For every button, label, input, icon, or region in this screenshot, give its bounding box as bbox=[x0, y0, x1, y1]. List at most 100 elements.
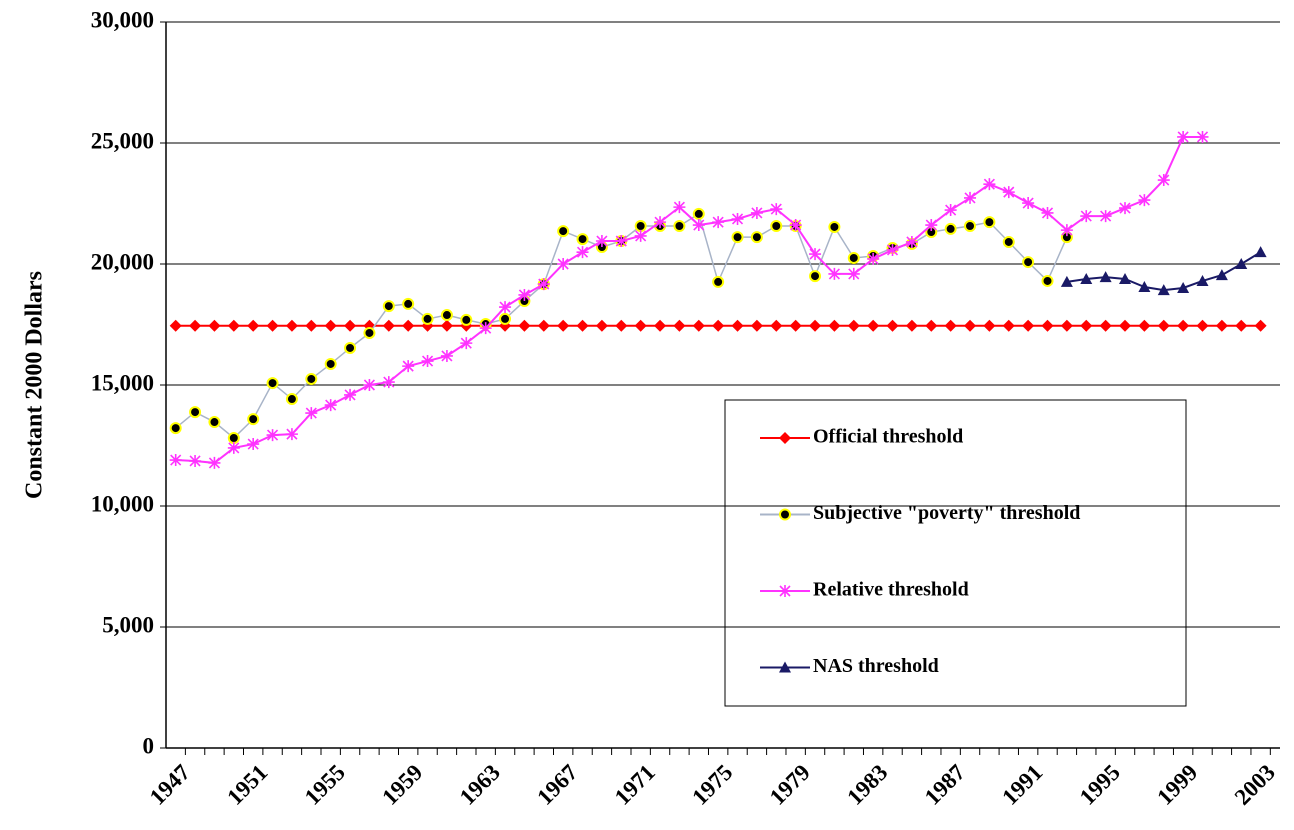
circle-marker bbox=[944, 222, 957, 235]
star-marker bbox=[537, 278, 550, 291]
legend-box bbox=[724, 399, 1187, 707]
diamond-marker bbox=[537, 319, 550, 332]
diamond-marker bbox=[654, 319, 667, 332]
circle-marker bbox=[809, 270, 822, 283]
diamond-marker bbox=[1196, 319, 1209, 332]
y-tick-label: 30,000 bbox=[91, 7, 154, 32]
diamond-marker bbox=[1235, 319, 1248, 332]
y-tick-label: 25,000 bbox=[91, 128, 154, 153]
y-tick-label: 15,000 bbox=[91, 370, 154, 395]
x-tick-label: 1959 bbox=[377, 760, 427, 810]
circle-marker bbox=[1022, 256, 1035, 269]
star-marker bbox=[266, 429, 279, 442]
diamond-marker bbox=[518, 319, 531, 332]
diamond-marker bbox=[595, 319, 608, 332]
star-marker bbox=[779, 585, 791, 597]
star-marker bbox=[654, 216, 667, 229]
star-marker bbox=[944, 204, 957, 217]
star-marker bbox=[1196, 130, 1209, 143]
diamond-marker bbox=[905, 319, 918, 332]
diamond-marker bbox=[189, 319, 202, 332]
diamond-marker bbox=[382, 319, 395, 332]
circle-marker bbox=[440, 309, 453, 322]
star-marker bbox=[576, 246, 589, 259]
diamond-marker bbox=[779, 432, 791, 444]
diamond-marker bbox=[169, 319, 182, 332]
x-tick-label: 1999 bbox=[1152, 760, 1202, 810]
y-tick-label: 0 bbox=[143, 733, 155, 758]
star-marker bbox=[363, 379, 376, 391]
star-marker bbox=[1119, 202, 1132, 215]
circle-marker bbox=[634, 220, 647, 233]
triangle-marker bbox=[1060, 275, 1073, 287]
triangle-marker bbox=[1099, 271, 1112, 283]
diamond-marker bbox=[886, 319, 899, 332]
triangle-marker bbox=[1138, 280, 1151, 292]
circle-marker bbox=[964, 220, 977, 233]
circle-marker bbox=[344, 341, 357, 354]
diamond-marker bbox=[440, 319, 453, 332]
star-marker bbox=[499, 301, 512, 314]
circle-marker bbox=[421, 312, 434, 325]
diamond-marker bbox=[247, 319, 260, 332]
diamond-marker bbox=[809, 319, 822, 332]
star-marker bbox=[227, 441, 240, 454]
star-marker bbox=[1022, 197, 1035, 210]
circle-marker bbox=[189, 406, 202, 419]
legend-label: NAS threshold bbox=[813, 655, 939, 677]
diamond-marker bbox=[828, 319, 841, 332]
star-marker bbox=[479, 322, 492, 335]
triangle-marker bbox=[1157, 284, 1170, 296]
star-marker bbox=[382, 376, 395, 389]
diamond-marker bbox=[1215, 319, 1228, 332]
diamond-marker bbox=[731, 319, 744, 332]
star-marker bbox=[615, 235, 628, 248]
legend-label: Relative threshold bbox=[813, 579, 969, 601]
star-marker bbox=[692, 219, 705, 232]
star-marker bbox=[557, 258, 570, 270]
circle-marker bbox=[731, 231, 744, 244]
circle-marker bbox=[557, 225, 570, 238]
y-tick-label: 5,000 bbox=[102, 612, 154, 637]
circle-marker bbox=[779, 508, 791, 521]
diamond-marker bbox=[266, 319, 279, 332]
star-marker bbox=[789, 219, 802, 232]
diamond-marker bbox=[770, 319, 783, 332]
diamond-marker bbox=[1080, 319, 1093, 332]
triangle-marker bbox=[779, 661, 791, 673]
star-marker bbox=[905, 235, 918, 248]
triangle-marker bbox=[1177, 281, 1190, 293]
star-marker bbox=[925, 219, 938, 232]
x-tick-label: 1983 bbox=[842, 760, 892, 810]
star-marker bbox=[595, 235, 608, 248]
star-marker bbox=[518, 288, 531, 301]
star-marker bbox=[169, 454, 182, 467]
star-marker bbox=[247, 438, 260, 451]
diamond-marker bbox=[964, 319, 977, 332]
star-marker bbox=[731, 212, 744, 225]
star-marker bbox=[1002, 186, 1015, 199]
star-marker bbox=[189, 454, 202, 467]
diamond-marker bbox=[847, 319, 860, 332]
diamond-marker bbox=[557, 319, 570, 332]
star-marker bbox=[964, 191, 977, 204]
circle-marker bbox=[1041, 274, 1054, 287]
circle-marker bbox=[1002, 235, 1015, 248]
diamond-marker bbox=[285, 319, 298, 332]
diamond-marker bbox=[227, 319, 240, 332]
circle-marker bbox=[576, 233, 589, 246]
diamond-marker bbox=[1254, 319, 1267, 332]
circle-marker bbox=[828, 220, 841, 233]
x-tick-label: 2003 bbox=[1230, 760, 1280, 810]
star-marker bbox=[324, 399, 337, 412]
diamond-marker bbox=[944, 319, 957, 332]
star-marker bbox=[285, 428, 298, 441]
circle-marker bbox=[770, 220, 783, 233]
x-tick-label: 1951 bbox=[222, 760, 272, 810]
star-marker bbox=[1060, 224, 1073, 237]
circle-marker bbox=[750, 231, 763, 244]
circle-marker bbox=[363, 326, 376, 339]
x-tick-label: 1955 bbox=[300, 760, 350, 810]
star-marker bbox=[440, 349, 453, 362]
circle-marker bbox=[499, 312, 512, 325]
